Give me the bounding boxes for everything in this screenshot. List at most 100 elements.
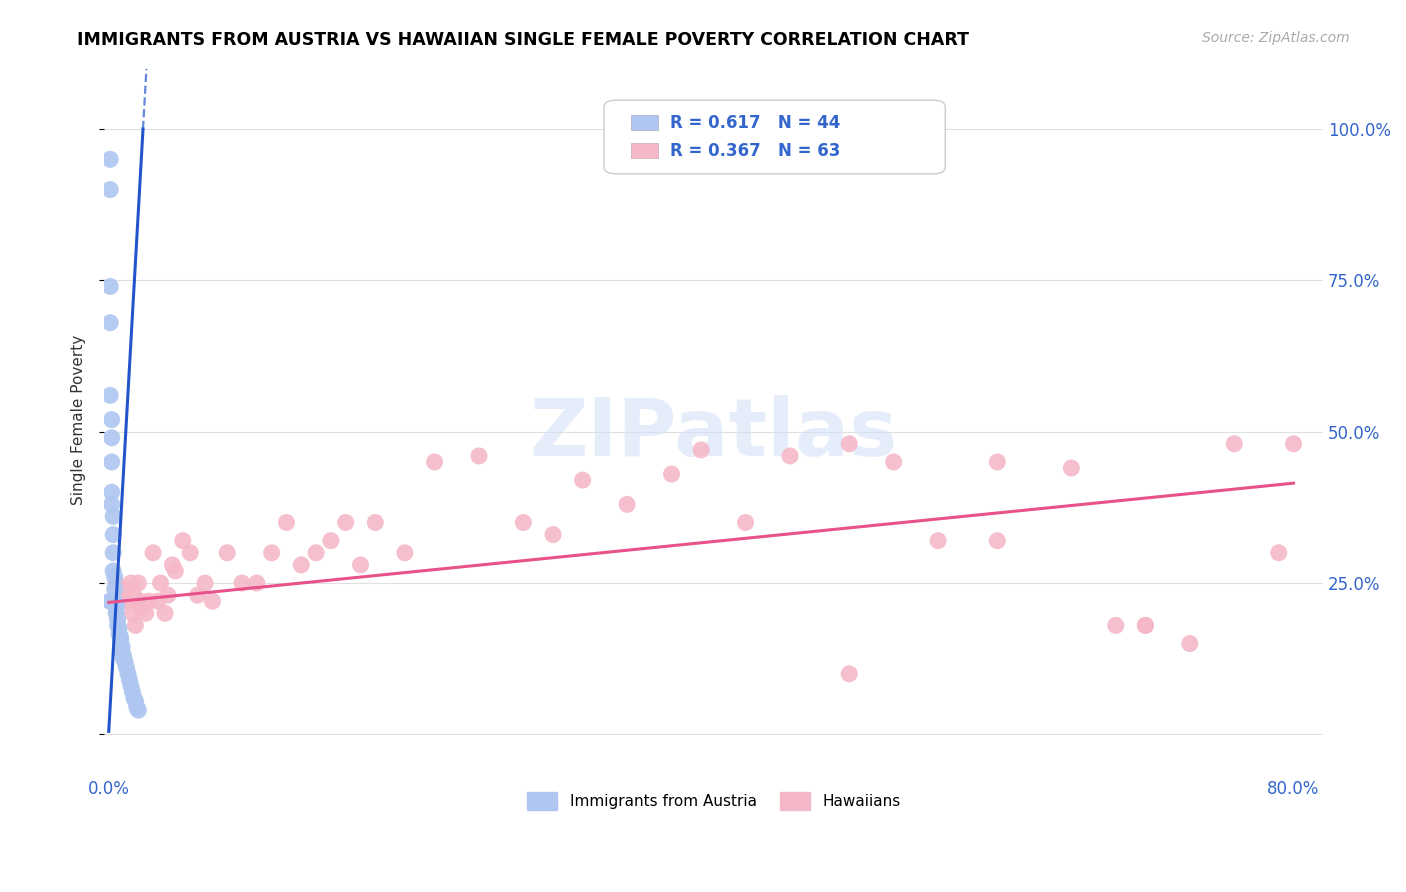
Point [124,694,146,708]
Point [1105,618,1128,632]
Point [128,594,150,608]
Point [101,594,124,608]
Point [105,607,128,621]
Point [98,316,121,330]
Point [165,564,187,578]
Point [217,546,239,560]
Point [179,546,201,560]
Point [149,576,172,591]
Point [690,442,713,457]
Point [335,516,357,530]
Point [838,437,860,451]
Point [117,594,139,608]
Point [616,497,638,511]
Point [146,594,169,608]
Point [201,594,224,608]
Point [124,618,146,632]
Point [779,449,801,463]
Point [104,594,127,608]
Point [101,527,124,541]
FancyBboxPatch shape [605,100,945,174]
Point [319,533,342,548]
Point [349,558,371,572]
Point [571,473,593,487]
Point [305,546,328,560]
Point [541,527,564,541]
FancyBboxPatch shape [631,115,658,130]
Point [290,558,312,572]
Point [468,449,491,463]
Point [127,576,149,591]
Text: Source: ZipAtlas.com: Source: ZipAtlas.com [1202,31,1350,45]
Point [122,691,145,706]
Point [107,618,129,632]
Point [100,412,122,426]
Point [101,546,124,560]
Point [135,607,157,621]
Point [100,594,122,608]
Text: ZIPatlas: ZIPatlas [530,394,898,473]
Point [986,455,1008,469]
Point [364,516,387,530]
Point [120,576,142,591]
Point [125,700,148,714]
Point [104,570,127,584]
Point [121,607,143,621]
Point [100,455,122,469]
Point [108,622,131,636]
Point [110,631,132,645]
Point [112,588,135,602]
Point [107,612,129,626]
Point [661,467,683,481]
Point [110,594,132,608]
Point [231,576,253,591]
Point [1060,461,1083,475]
Point [142,546,165,560]
Point [112,648,135,663]
Point [100,497,122,511]
Point [162,558,184,572]
Point [153,607,176,621]
Point [172,533,194,548]
Point [110,633,132,648]
FancyBboxPatch shape [631,143,658,159]
Point [734,516,756,530]
Point [112,651,135,665]
Point [98,594,121,608]
Point [105,576,128,591]
Point [194,576,217,591]
Point [101,564,124,578]
Point [101,509,124,524]
Point [115,582,138,596]
Point [105,600,128,615]
Point [121,685,143,699]
Point [98,388,121,402]
Point [117,666,139,681]
Point [1135,618,1157,632]
Point [156,588,179,602]
Point [104,582,127,596]
Point [111,646,134,660]
Point [512,516,534,530]
Point [105,597,128,611]
Point [1135,618,1157,632]
Point [114,655,136,669]
Text: R = 0.367   N = 63: R = 0.367 N = 63 [669,142,841,160]
Y-axis label: Single Female Poverty: Single Female Poverty [72,334,86,505]
Point [131,600,153,615]
Point [1282,437,1305,451]
Point [98,594,121,608]
Text: IMMIGRANTS FROM AUSTRIA VS HAWAIIAN SINGLE FEMALE POVERTY CORRELATION CHART: IMMIGRANTS FROM AUSTRIA VS HAWAIIAN SING… [77,31,969,49]
Point [138,594,160,608]
Point [986,533,1008,548]
Point [100,485,122,500]
Point [187,588,209,602]
Point [118,673,141,687]
Point [838,666,860,681]
Point [115,661,138,675]
Point [276,516,298,530]
Point [1178,636,1201,650]
Point [127,703,149,717]
Point [394,546,416,560]
Point [108,627,131,641]
